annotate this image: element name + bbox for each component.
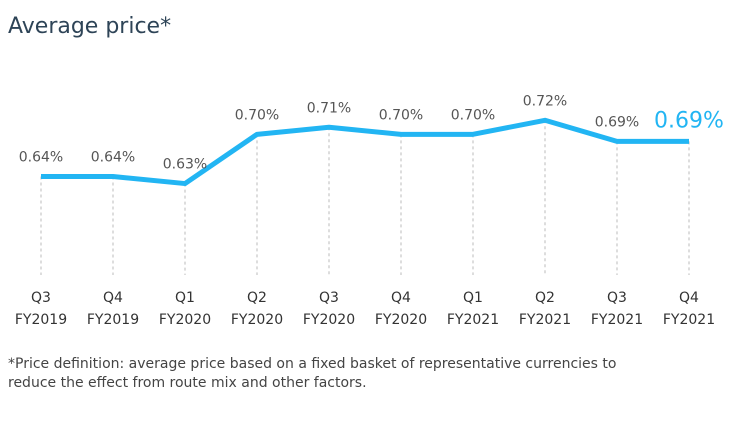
data-label: 0.64% bbox=[91, 150, 135, 166]
chart-title: Average price* bbox=[8, 14, 171, 39]
x-tick-label: FY2019 bbox=[15, 312, 67, 328]
x-tick-label: FY2019 bbox=[87, 312, 139, 328]
x-tick-label: FY2020 bbox=[159, 312, 211, 328]
x-tick-label: FY2021 bbox=[663, 312, 715, 328]
x-tick-label: Q3 bbox=[31, 290, 51, 306]
x-tick-label: FY2020 bbox=[303, 312, 355, 328]
x-tick-label: Q4 bbox=[391, 290, 411, 306]
footnote: *Price definition: average price based o… bbox=[8, 356, 616, 372]
x-tick-label: FY2021 bbox=[447, 312, 499, 328]
x-tick-label: FY2021 bbox=[519, 312, 571, 328]
data-label: 0.69% bbox=[654, 108, 724, 133]
data-label: 0.72% bbox=[523, 93, 567, 109]
x-tick-label: FY2020 bbox=[375, 312, 427, 328]
x-tick-label: FY2021 bbox=[591, 312, 643, 328]
x-tick-label: Q2 bbox=[535, 290, 555, 306]
data-label: 0.64% bbox=[19, 150, 63, 166]
x-tick-label: Q4 bbox=[103, 290, 123, 306]
data-label: 0.63% bbox=[163, 157, 207, 173]
data-label: 0.70% bbox=[451, 107, 495, 123]
x-tick-label: Q1 bbox=[463, 290, 483, 306]
x-tick-label: FY2020 bbox=[231, 312, 283, 328]
x-tick-label: Q1 bbox=[175, 290, 195, 306]
data-label: 0.70% bbox=[379, 107, 423, 123]
x-tick-label: Q3 bbox=[319, 290, 339, 306]
line-series bbox=[41, 117, 689, 187]
data-label: 0.70% bbox=[235, 107, 279, 123]
footnote: reduce the effect from route mix and oth… bbox=[8, 375, 367, 391]
x-tick-label: Q4 bbox=[679, 290, 699, 306]
data-label: 0.69% bbox=[595, 114, 639, 130]
x-tick-label: Q3 bbox=[607, 290, 627, 306]
data-label: 0.71% bbox=[307, 100, 351, 116]
x-tick-label: Q2 bbox=[247, 290, 267, 306]
